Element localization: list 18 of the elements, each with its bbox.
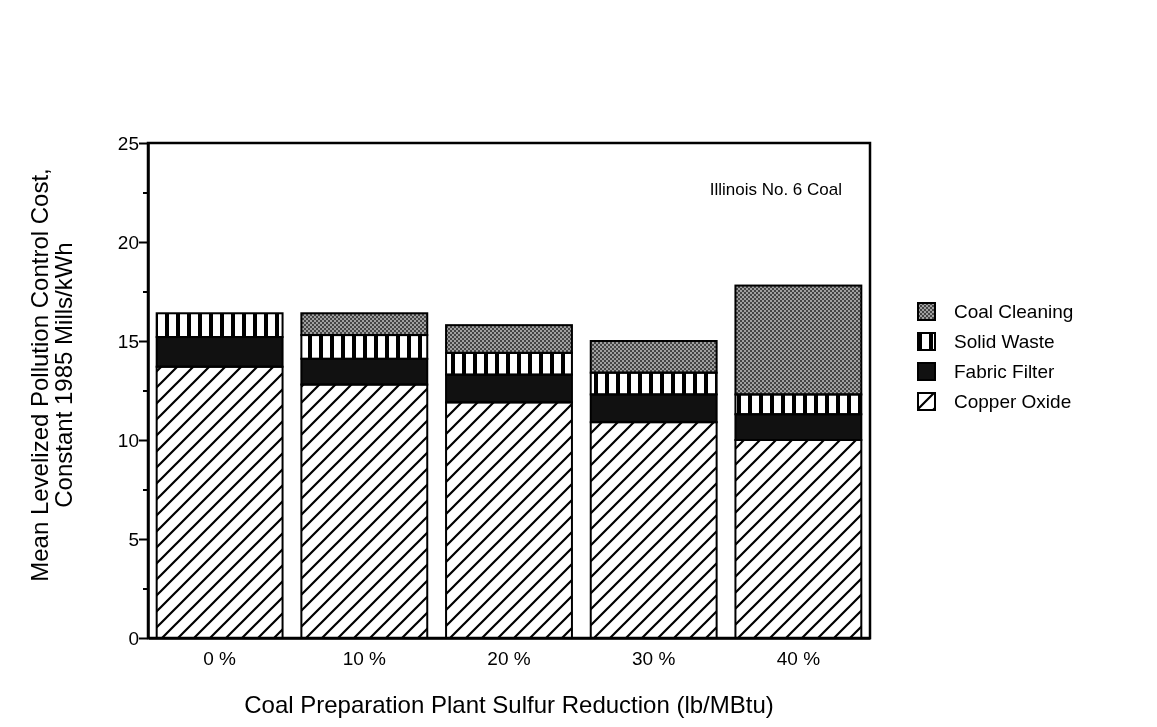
annotation: Illinois No. 6 Coal <box>709 180 842 199</box>
legend-label: Coal Cleaning <box>954 301 1074 322</box>
x-tick-label: 30 % <box>632 648 676 670</box>
x-tick-label: 0 % <box>203 648 237 670</box>
x-tick-label: 40 % <box>776 648 821 670</box>
y-tick-label: 0 <box>128 627 139 649</box>
y-tick-label: 15 <box>117 330 139 352</box>
legend-label: Fabric Filter <box>954 361 1055 382</box>
legend-label: Solid Waste <box>954 331 1055 352</box>
x-tick-label: 10 % <box>342 648 387 670</box>
x-axis-title: Coal Preparation Plant Sulfur Reduction (lb/MBtu) <box>244 691 774 718</box>
x-tick-label: 20 % <box>487 648 531 670</box>
y-tick-label: 20 <box>117 231 139 253</box>
y-tick-label: 25 <box>117 132 139 154</box>
y-tick-label: 5 <box>128 528 139 550</box>
legend-label: Copper Oxide <box>954 391 1072 412</box>
y-axis-title: Mean Levelized Pollution Control Cost, Constant 1985 Mills/kWh <box>26 168 77 582</box>
y-tick-label: 10 <box>117 429 139 451</box>
